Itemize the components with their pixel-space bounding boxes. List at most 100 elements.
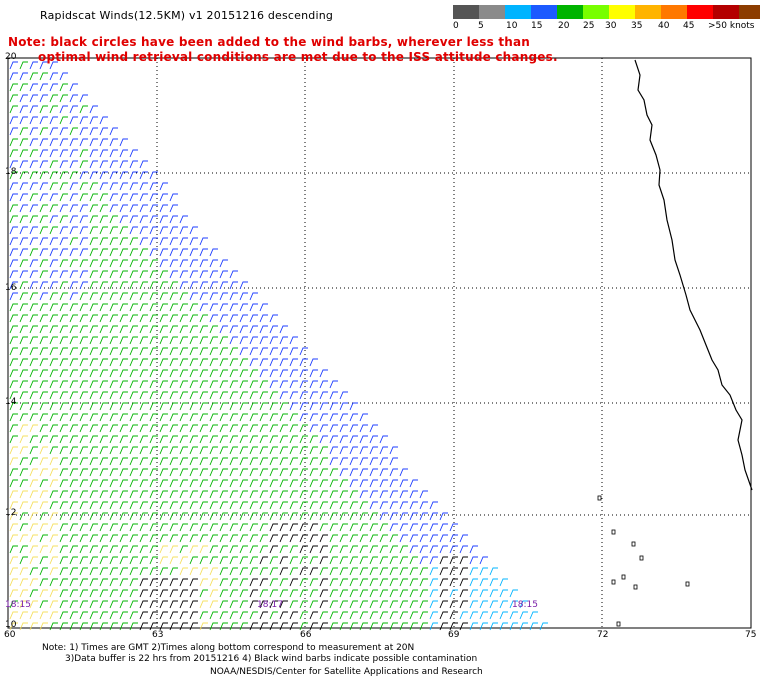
wind-barb [239, 578, 248, 587]
wind-barb [489, 600, 498, 609]
wind-barb [279, 402, 288, 411]
wind-barb [279, 501, 288, 510]
wind-barb [309, 435, 318, 444]
wind-barb [329, 523, 338, 532]
wind-barb [69, 336, 78, 345]
wind-barb [19, 501, 28, 510]
wind-barb [49, 479, 58, 488]
wind-barb [179, 589, 188, 598]
wind-barb [239, 358, 248, 367]
wind-barb [69, 303, 78, 312]
wind-barb [439, 512, 448, 521]
wind-barb [99, 182, 108, 191]
wind-barb [199, 435, 208, 444]
wind-barb [199, 523, 208, 532]
wind-barb [419, 490, 428, 499]
wind-barb [59, 248, 68, 257]
wind-barb [189, 435, 198, 444]
wind-barb [199, 622, 208, 631]
wind-barb [229, 380, 238, 389]
wind-barb [419, 611, 428, 620]
wind-barb [359, 468, 368, 477]
wind-barb [219, 424, 228, 433]
wind-barb [19, 556, 28, 565]
wind-barb [189, 446, 198, 455]
wind-barb [239, 611, 248, 620]
wind-barb [299, 589, 308, 598]
wind-barb [99, 281, 108, 290]
wind-barb [309, 490, 318, 499]
wind-barb [149, 380, 158, 389]
wind-barb [349, 490, 358, 499]
wind-barb [389, 479, 398, 488]
wind-barb [399, 479, 408, 488]
wind-barb [279, 446, 288, 455]
wind-barb [429, 556, 438, 565]
wind-barb [159, 237, 168, 246]
wind-barb [389, 523, 398, 532]
wind-barb [129, 567, 138, 576]
wind-barb [349, 611, 358, 620]
wind-barb [359, 534, 368, 543]
wind-barb [179, 215, 188, 224]
wind-barb [339, 490, 348, 499]
wind-barb [189, 622, 198, 631]
wind-barb [69, 556, 78, 565]
wind-barb [429, 611, 438, 620]
wind-barb [269, 501, 278, 510]
wind-barb [329, 578, 338, 587]
wind-barb [89, 567, 98, 576]
wind-barb [349, 402, 358, 411]
wind-barb [299, 402, 308, 411]
lon-label-75: 75 [745, 630, 757, 640]
wind-barb [69, 622, 78, 631]
wind-barb [99, 171, 108, 180]
wind-barb [79, 490, 88, 499]
wind-barb [169, 512, 178, 521]
wind-barb [139, 545, 148, 554]
wind-barb [319, 391, 328, 400]
wind-barb [189, 259, 198, 268]
wind-barb [209, 446, 218, 455]
wind-barb [359, 501, 368, 510]
wind-barb [59, 578, 68, 587]
wind-barb [39, 347, 48, 356]
wind-barb [329, 545, 338, 554]
wind-barb [279, 391, 288, 400]
wind-barb [439, 523, 448, 532]
wind-barb [49, 380, 58, 389]
wind-barb [289, 380, 298, 389]
wind-barb [339, 622, 348, 631]
wind-barb [429, 567, 438, 576]
wind-barb [49, 61, 58, 70]
wind-barb [39, 523, 48, 532]
wind-barb [319, 446, 328, 455]
wind-barb [79, 127, 88, 136]
wind-barb [299, 578, 308, 587]
wind-barb [329, 402, 338, 411]
wind-barb [169, 303, 178, 312]
wind-barb [29, 523, 38, 532]
wind-barb [249, 435, 258, 444]
wind-barb [29, 369, 38, 378]
wind-barb [49, 72, 58, 81]
wind-barb [109, 578, 118, 587]
wind-barb [49, 391, 58, 400]
wind-barb [359, 611, 368, 620]
wind-barb [149, 204, 158, 213]
wind-barb [179, 402, 188, 411]
wind-barb [139, 160, 148, 169]
wind-barb [139, 512, 148, 521]
wind-barb [9, 72, 18, 81]
wind-barb [439, 622, 448, 631]
wind-barb [9, 149, 18, 158]
wind-barb [449, 611, 458, 620]
wind-barb [259, 303, 268, 312]
wind-barb [259, 567, 268, 576]
wind-barb [39, 171, 48, 180]
wind-barb [139, 567, 148, 576]
wind-barb [79, 523, 88, 532]
wind-barb [99, 457, 108, 466]
wind-barb [179, 479, 188, 488]
wind-barb [169, 358, 178, 367]
